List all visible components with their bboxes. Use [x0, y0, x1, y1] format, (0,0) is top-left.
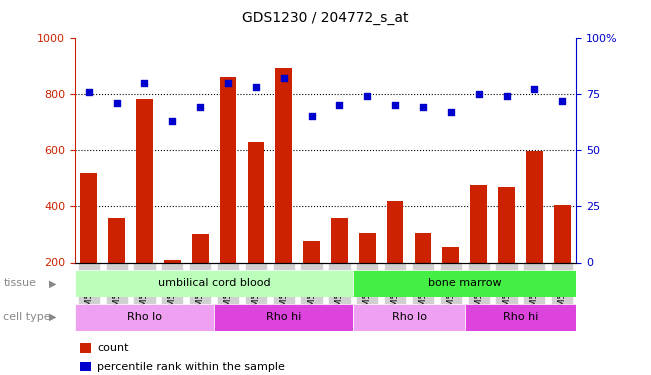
Bar — [219, 77, 236, 262]
Bar — [415, 233, 432, 262]
Bar — [498, 187, 515, 262]
Point — [501, 93, 512, 99]
Point — [334, 102, 344, 108]
Bar — [75, 270, 353, 297]
Text: percentile rank within the sample: percentile rank within the sample — [98, 362, 285, 372]
Bar — [353, 304, 465, 331]
Point — [557, 98, 568, 104]
Bar — [359, 233, 376, 262]
Bar — [214, 304, 353, 331]
Point — [223, 80, 233, 86]
Bar — [164, 260, 181, 262]
Text: bone marrow: bone marrow — [428, 279, 501, 288]
Bar — [465, 304, 576, 331]
Text: Rho hi: Rho hi — [266, 312, 301, 322]
Text: GDS1230 / 204772_s_at: GDS1230 / 204772_s_at — [242, 11, 409, 25]
Point — [83, 88, 94, 94]
Text: ▶: ▶ — [49, 279, 57, 288]
Bar — [303, 242, 320, 262]
Point — [307, 113, 317, 119]
Bar — [353, 270, 576, 297]
Point — [139, 80, 150, 86]
Bar — [75, 304, 214, 331]
Point — [418, 104, 428, 110]
Bar — [470, 185, 487, 262]
Text: Rho lo: Rho lo — [127, 312, 162, 322]
Point — [111, 100, 122, 106]
Point — [362, 93, 372, 99]
Point — [445, 109, 456, 115]
Point — [279, 75, 289, 81]
Point — [529, 86, 540, 92]
Point — [251, 84, 261, 90]
Text: umbilical cord blood: umbilical cord blood — [158, 279, 270, 288]
Bar — [136, 99, 153, 262]
Text: count: count — [98, 343, 129, 353]
Bar — [108, 217, 125, 262]
Bar — [247, 142, 264, 262]
Bar — [331, 217, 348, 262]
Bar — [526, 152, 543, 262]
Point — [390, 102, 400, 108]
Point — [167, 118, 178, 124]
Text: Rho lo: Rho lo — [391, 312, 426, 322]
Bar — [387, 201, 404, 262]
Bar — [81, 172, 97, 262]
Point — [195, 104, 206, 110]
Text: cell type: cell type — [3, 312, 51, 322]
Point — [473, 91, 484, 97]
Text: Rho hi: Rho hi — [503, 312, 538, 322]
Bar — [275, 68, 292, 262]
Bar — [443, 247, 459, 262]
Bar — [80, 362, 91, 371]
Text: tissue: tissue — [3, 279, 36, 288]
Bar — [554, 205, 570, 262]
Text: ▶: ▶ — [49, 312, 57, 322]
Bar — [80, 343, 91, 352]
Bar — [192, 234, 208, 262]
